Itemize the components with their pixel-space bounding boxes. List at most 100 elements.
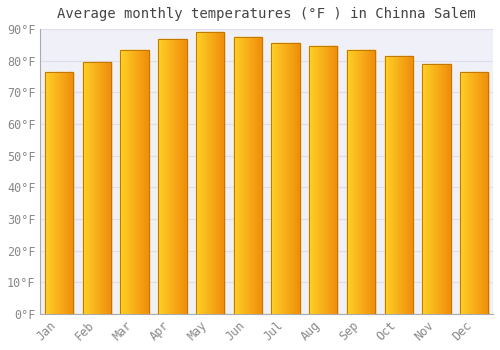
Bar <box>98 62 99 314</box>
Bar <box>148 50 149 314</box>
Bar <box>257 37 258 314</box>
Bar <box>317 47 318 314</box>
Bar <box>63 72 64 314</box>
Bar <box>312 47 313 314</box>
Bar <box>361 50 362 314</box>
Bar <box>166 38 168 314</box>
Bar <box>132 50 133 314</box>
Bar <box>202 32 203 314</box>
Bar <box>400 56 401 314</box>
Bar <box>460 72 488 314</box>
Bar <box>329 47 330 314</box>
Bar <box>313 47 314 314</box>
Bar <box>441 64 442 314</box>
Bar <box>55 72 56 314</box>
Bar <box>165 38 166 314</box>
Bar <box>333 47 334 314</box>
Bar <box>102 62 103 314</box>
Bar <box>280 43 281 314</box>
Bar <box>213 32 214 314</box>
Bar <box>465 72 466 314</box>
Bar <box>387 56 388 314</box>
Bar <box>349 50 350 314</box>
Bar <box>223 32 224 314</box>
Bar <box>290 43 292 314</box>
Bar <box>299 43 300 314</box>
Bar <box>431 64 432 314</box>
Bar <box>473 72 474 314</box>
Bar <box>252 37 253 314</box>
Bar <box>205 32 206 314</box>
Bar <box>147 50 148 314</box>
Bar <box>196 32 197 314</box>
Bar <box>71 72 72 314</box>
Bar <box>261 37 262 314</box>
Bar <box>398 56 399 314</box>
Bar <box>352 50 353 314</box>
Bar <box>158 38 159 314</box>
Bar <box>142 50 143 314</box>
Bar <box>237 37 238 314</box>
Bar <box>311 47 312 314</box>
Bar <box>239 37 240 314</box>
Bar <box>337 47 338 314</box>
Bar <box>440 64 441 314</box>
Bar <box>110 62 111 314</box>
Bar <box>249 37 250 314</box>
Bar <box>426 64 427 314</box>
Bar <box>107 62 108 314</box>
Bar <box>61 72 62 314</box>
Bar <box>327 47 328 314</box>
Bar <box>86 62 87 314</box>
Bar <box>83 62 111 314</box>
Bar <box>422 64 423 314</box>
Bar <box>198 32 199 314</box>
Bar <box>425 64 426 314</box>
Bar <box>51 72 52 314</box>
Bar <box>334 47 335 314</box>
Bar <box>448 64 449 314</box>
Bar <box>126 50 127 314</box>
Bar <box>139 50 140 314</box>
Bar <box>130 50 132 314</box>
Bar <box>392 56 393 314</box>
Bar <box>64 72 65 314</box>
Bar <box>65 72 66 314</box>
Bar <box>246 37 248 314</box>
Bar <box>386 56 387 314</box>
Bar <box>221 32 222 314</box>
Bar <box>408 56 409 314</box>
Bar <box>50 72 51 314</box>
Bar <box>134 50 136 314</box>
Bar <box>164 38 165 314</box>
Bar <box>407 56 408 314</box>
Bar <box>314 47 315 314</box>
Bar <box>85 62 86 314</box>
Bar <box>446 64 448 314</box>
Bar <box>105 62 106 314</box>
Title: Average monthly temperatures (°F ) in Chinna Salem: Average monthly temperatures (°F ) in Ch… <box>58 7 476 21</box>
Bar <box>395 56 396 314</box>
Bar <box>204 32 205 314</box>
Bar <box>169 38 170 314</box>
Bar <box>259 37 260 314</box>
Bar <box>68 72 69 314</box>
Bar <box>295 43 296 314</box>
Bar <box>57 72 58 314</box>
Bar <box>351 50 352 314</box>
Bar <box>350 50 351 314</box>
Bar <box>384 56 413 314</box>
Bar <box>175 38 176 314</box>
Bar <box>210 32 212 314</box>
Bar <box>56 72 57 314</box>
Bar <box>332 47 333 314</box>
Bar <box>86 62 88 314</box>
Bar <box>46 72 47 314</box>
Bar <box>196 32 224 314</box>
Bar <box>246 37 247 314</box>
Bar <box>487 72 488 314</box>
Bar <box>282 43 283 314</box>
Bar <box>357 50 358 314</box>
Bar <box>93 62 94 314</box>
Bar <box>367 50 368 314</box>
